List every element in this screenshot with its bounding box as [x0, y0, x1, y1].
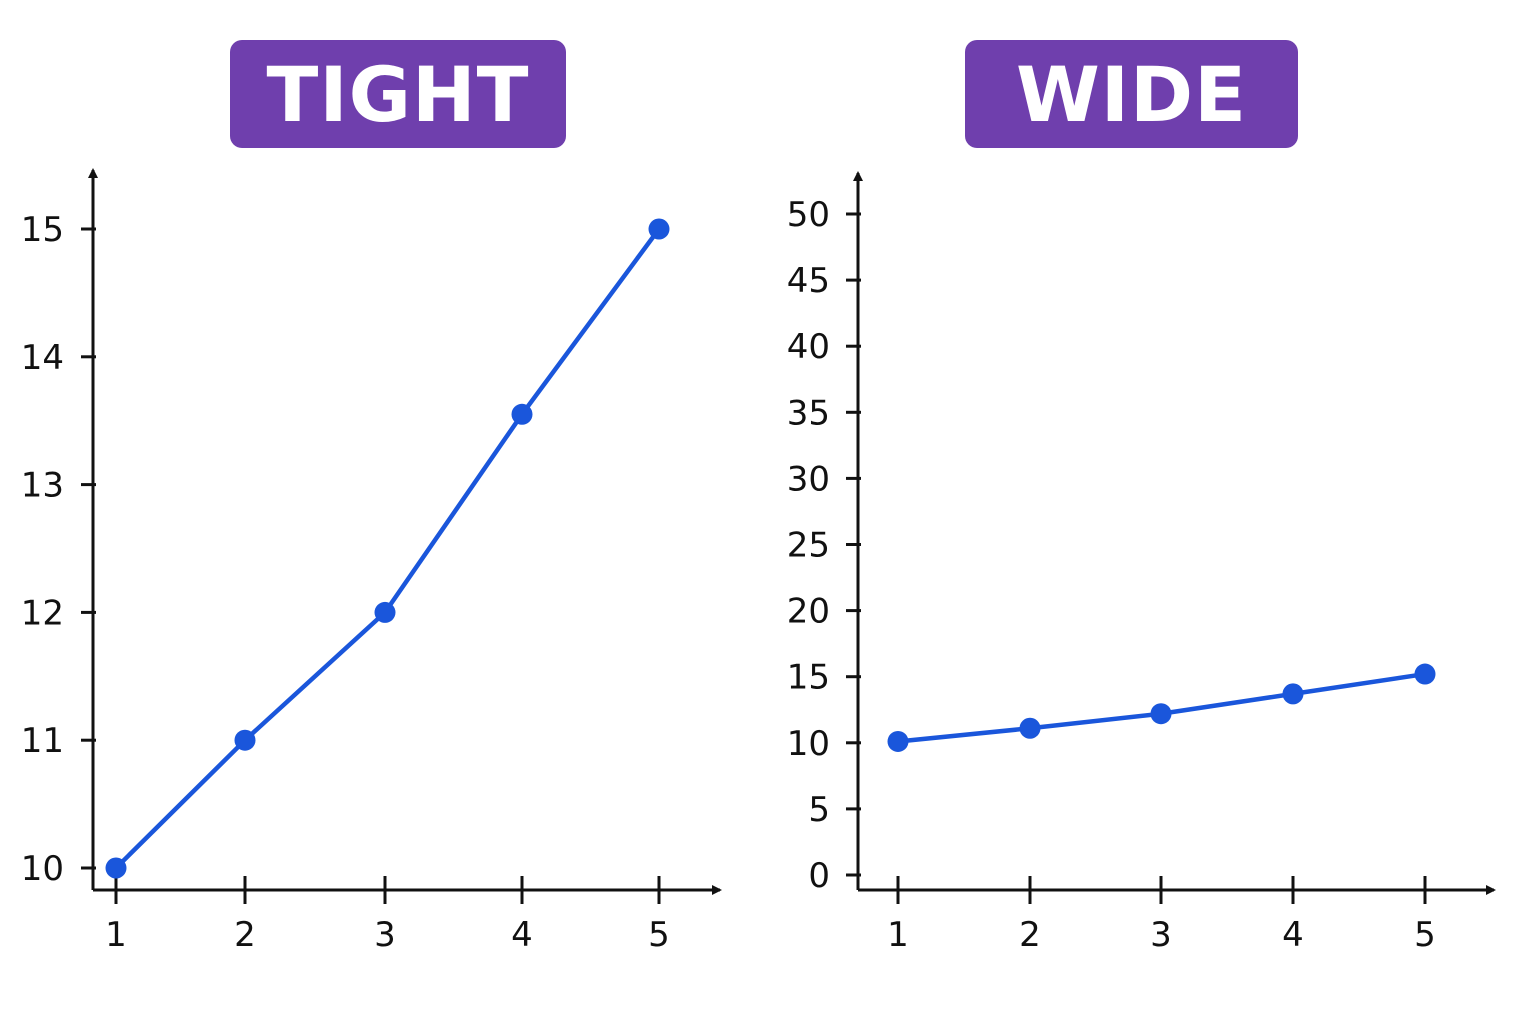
y-tick-label: 15 — [21, 210, 64, 250]
chart-title-tight: TIGHT — [230, 40, 566, 148]
y-tick-label: 45 — [787, 261, 830, 301]
y-tick-label: 0 — [808, 856, 830, 896]
data-point — [374, 601, 396, 623]
x-tick-label: 5 — [1414, 915, 1436, 955]
x-tick-label: 4 — [511, 915, 533, 955]
y-tick-label: 50 — [787, 195, 830, 235]
y-tick-label: 15 — [787, 658, 830, 698]
series-line — [113, 226, 662, 871]
y-tick-label: 40 — [787, 327, 830, 367]
x-tick-label: 4 — [1282, 915, 1304, 955]
y-tick-label: 30 — [787, 459, 830, 499]
data-point — [1019, 717, 1041, 739]
data-point — [648, 218, 670, 240]
data-point — [105, 857, 127, 879]
x-tick-label: 3 — [374, 915, 396, 955]
y-tick-label: 14 — [21, 338, 64, 378]
x-tick-label: 2 — [1019, 915, 1041, 955]
data-point — [1282, 683, 1304, 705]
y-tick-label: 12 — [21, 593, 64, 633]
data-point — [511, 403, 533, 425]
x-tick-label: 1 — [105, 915, 127, 955]
y-tick-label: 10 — [21, 849, 64, 889]
y-tick-label: 10 — [787, 724, 830, 764]
y-tick-label: 25 — [787, 526, 830, 566]
data-point — [887, 730, 909, 752]
y-tick-label: 35 — [787, 393, 830, 433]
x-tick-label: 5 — [648, 915, 670, 955]
data-point — [234, 729, 256, 751]
x-tick-label: 2 — [234, 915, 256, 955]
y-tick-label: 13 — [21, 466, 64, 506]
data-point — [1150, 703, 1172, 725]
y-tick-label: 20 — [787, 592, 830, 632]
x-tick-label: 3 — [1150, 915, 1172, 955]
y-tick-label: 5 — [808, 790, 830, 830]
y-tick-label: 11 — [21, 721, 64, 761]
x-tick-label: 1 — [887, 915, 909, 955]
data-point — [1414, 663, 1436, 685]
chart-title-wide: WIDE — [965, 40, 1298, 148]
